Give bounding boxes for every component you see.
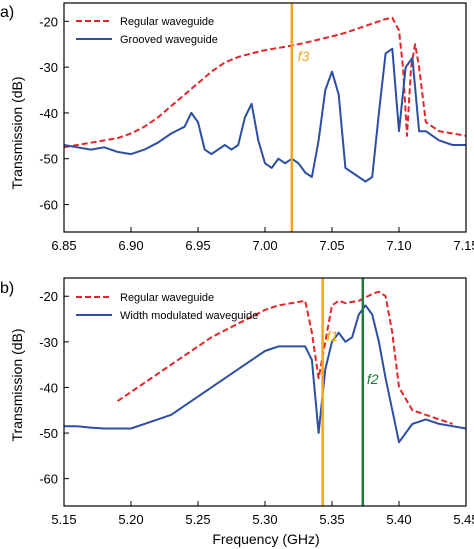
x-tick-label: 5.15 — [51, 512, 76, 527]
panel-label-a: a) — [0, 4, 14, 21]
series-line-modified — [64, 304, 467, 444]
x-tick-label: 5.30 — [252, 512, 277, 527]
marker-label-f3: f3 — [298, 48, 310, 64]
panel-b: b) f1 f2 5.15 5.20 5.25 5.30 5.35 5.40 5.45 -60 -5… — [0, 277, 474, 547]
y-tick-label: -60 — [39, 472, 58, 487]
x-tick-label: 5.35 — [319, 512, 344, 527]
marker-label-f1: f1 — [327, 328, 339, 344]
x-tick-label: 7.05 — [319, 238, 344, 253]
y-tick-label: -20 — [39, 14, 58, 29]
plot-area-a: f3 6.85 6.90 6.95 7.00 7.05 7.10 7.15 -60 -50 -40 -… — [39, 2, 474, 253]
x-tick-label: 7.00 — [252, 238, 277, 253]
y-tick-label: -50 — [39, 152, 58, 167]
x-tick-label: 7.15 — [453, 238, 474, 253]
series-line-modified — [63, 47, 466, 183]
y-tick-label: -50 — [39, 426, 58, 441]
panel-label-b: b) — [0, 280, 14, 297]
x-tick-label: 6.85 — [51, 238, 76, 253]
y-tick-label: -30 — [39, 60, 58, 75]
legend-entry: Width modulated waveguide — [120, 310, 258, 322]
x-tick-label: 5.45 — [453, 512, 474, 527]
x-tick-label: 6.90 — [118, 238, 143, 253]
x-axis-label: Frequency (GHz) — [212, 531, 319, 547]
legend-entry: Regular waveguide — [120, 292, 214, 304]
y-tick-label: -30 — [39, 335, 58, 350]
panel-a: a) f3 6.85 6.90 6.95 7.00 7.05 7.10 7.15 -60 -50 -… — [0, 2, 474, 253]
y-tick-label: -40 — [39, 106, 58, 121]
y-tick-label: -60 — [39, 198, 58, 213]
marker-label-f2: f2 — [367, 371, 379, 387]
x-tick-label: 5.25 — [185, 512, 210, 527]
x-tick-label: 5.20 — [118, 512, 143, 527]
y-axis-label-a: Transmission (dB) — [9, 76, 25, 189]
x-tick-label: 6.95 — [185, 238, 210, 253]
y-tick-label: -20 — [39, 289, 58, 304]
legend-entry: Regular waveguide — [120, 16, 214, 28]
x-tick-label: 5.40 — [386, 512, 411, 527]
y-tick-label: -40 — [39, 380, 58, 395]
legend-entry: Grooved waveguide — [120, 34, 218, 46]
y-axis-label-b: Transmission (dB) — [9, 328, 25, 441]
plot-area-b: f1 f2 5.15 5.20 5.25 5.30 5.35 5.40 5.45 -60 -50 -4… — [39, 277, 474, 527]
series-line-regular — [117, 290, 453, 425]
series-line-regular — [63, 16, 467, 149]
x-tick-label: 7.10 — [386, 238, 411, 253]
